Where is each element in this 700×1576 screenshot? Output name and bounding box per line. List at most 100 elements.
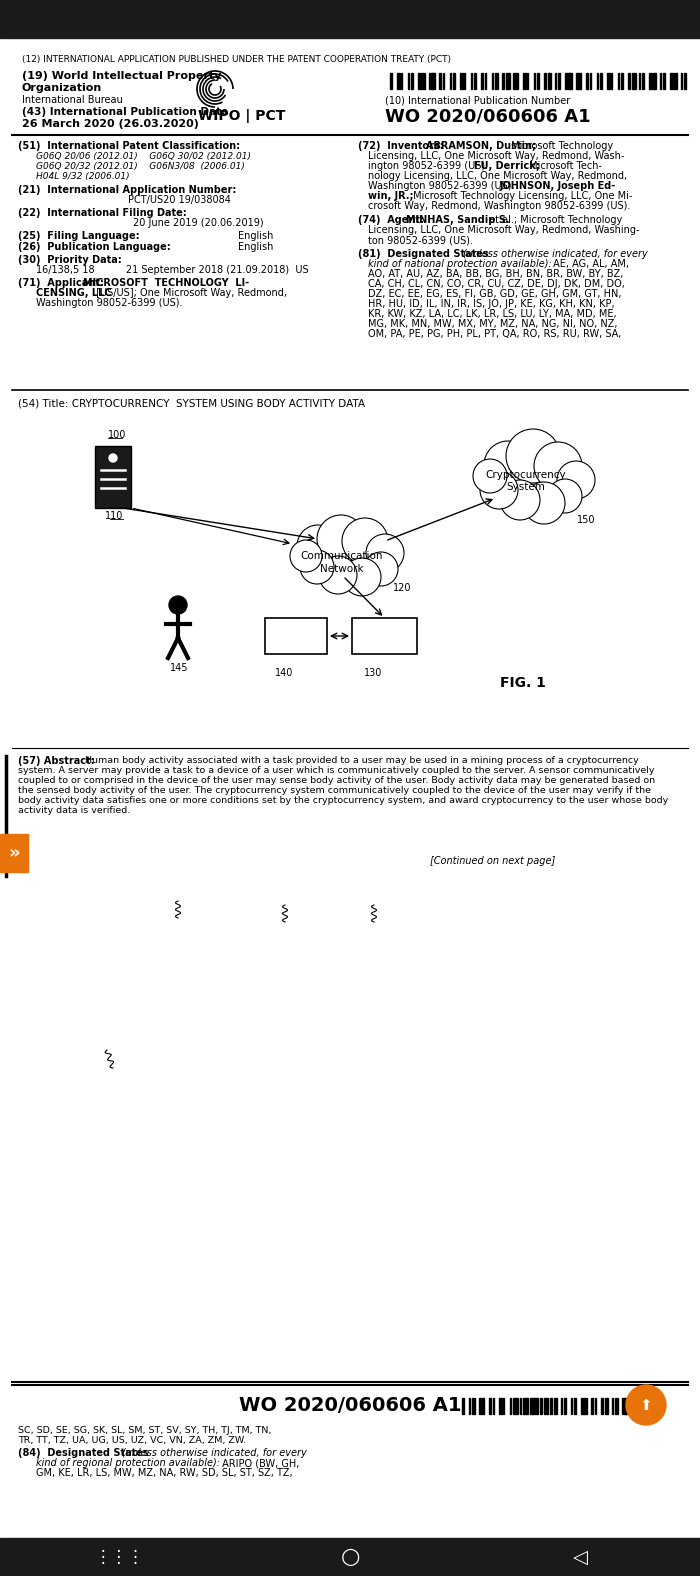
Text: 110: 110	[105, 511, 123, 522]
Text: (unless otherwise indicated, for every: (unless otherwise indicated, for every	[463, 249, 648, 258]
Bar	[621, 72, 622, 88]
Text: AO, AT, AU, AZ, BA, BB, BG, BH, BN, BR, BW, BY, BZ,: AO, AT, AU, AZ, BA, BB, BG, BH, BN, BR, …	[368, 269, 624, 279]
Circle shape	[300, 550, 334, 585]
Bar	[596, 72, 598, 88]
Bar	[439, 72, 440, 88]
Text: (22)  International Filing Date:: (22) International Filing Date:	[18, 208, 187, 217]
Circle shape	[557, 462, 595, 500]
Bar	[642, 72, 643, 88]
Circle shape	[480, 471, 518, 509]
Bar	[554, 1398, 556, 1414]
Bar	[579, 72, 580, 88]
Circle shape	[319, 556, 357, 594]
Bar	[558, 72, 559, 88]
Bar	[600, 72, 601, 88]
Bar	[460, 72, 463, 88]
Bar	[0, 1538, 700, 1576]
Text: (10) International Publication Number: (10) International Publication Number	[385, 95, 570, 106]
Bar	[601, 1398, 603, 1414]
Text: JOHNSON, Joseph Ed-: JOHNSON, Joseph Ed-	[500, 181, 616, 191]
Bar	[544, 72, 545, 88]
Circle shape	[523, 482, 565, 523]
Text: English: English	[238, 232, 274, 241]
Bar	[645, 1398, 647, 1414]
Bar	[550, 1398, 552, 1414]
Text: English: English	[238, 243, 274, 252]
Text: (19) World Intellectual Property: (19) World Intellectual Property	[22, 71, 221, 80]
Text: System: System	[507, 482, 545, 492]
Text: kind of national protection available):: kind of national protection available):	[368, 258, 552, 269]
Bar	[570, 1398, 573, 1414]
Bar	[411, 72, 412, 88]
Bar	[649, 72, 652, 88]
Text: [Continued on next page]: [Continued on next page]	[430, 856, 555, 865]
Bar	[617, 72, 619, 88]
Bar	[523, 1398, 528, 1414]
Text: 150: 150	[577, 515, 596, 525]
Text: Microsoft Technology: Microsoft Technology	[508, 140, 613, 151]
Bar	[463, 72, 465, 88]
Text: G06Q 20/32 (2012.01)    G06N3/08  (2006.01): G06Q 20/32 (2012.01) G06N3/08 (2006.01)	[36, 162, 245, 172]
Bar	[575, 72, 578, 88]
Bar	[479, 1398, 480, 1414]
Bar	[442, 72, 444, 88]
Text: (54) Title: CRYPTOCURRENCY  SYSTEM USING BODY ACTIVITY DATA: (54) Title: CRYPTOCURRENCY SYSTEM USING …	[18, 399, 365, 408]
Text: (43) International Publication Date: (43) International Publication Date	[22, 107, 228, 117]
Text: User: User	[372, 626, 396, 637]
Text: Licensing, LLC, One Microsoft Way, Redmond, Wash-: Licensing, LLC, One Microsoft Way, Redmo…	[368, 151, 624, 161]
Text: G06Q 20/06 (2012.01)    G06Q 30/02 (2012.01): G06Q 20/06 (2012.01) G06Q 30/02 (2012.01…	[36, 151, 251, 161]
Bar	[453, 72, 454, 88]
Circle shape	[317, 515, 365, 563]
Text: Washington 98052-6399 (US).: Washington 98052-6399 (US).	[368, 181, 517, 191]
Bar	[474, 72, 475, 88]
Circle shape	[342, 519, 388, 564]
Text: 145: 145	[170, 663, 188, 673]
Circle shape	[484, 441, 532, 489]
Circle shape	[473, 459, 507, 493]
Text: DZ, EC, EE, EG, ES, FI, GB, GD, GE, GH, GM, GT, HN,: DZ, EC, EE, EG, ES, FI, GB, GD, GE, GH, …	[368, 288, 622, 299]
Text: WO 2020/060606 A1: WO 2020/060606 A1	[385, 107, 591, 125]
Text: TR, TT, TZ, UA, UG, US, UZ, VC, VN, ZA, ZM, ZW.: TR, TT, TZ, UA, UG, US, UZ, VC, VN, ZA, …	[18, 1436, 246, 1445]
Bar	[418, 72, 421, 88]
Bar	[499, 1398, 503, 1414]
Bar	[673, 72, 676, 88]
Text: (30)  Priority Data:: (30) Priority Data:	[18, 255, 122, 265]
Text: 00:17: 00:17	[18, 9, 71, 28]
Text: Washington 98052-6399 (US).: Washington 98052-6399 (US).	[36, 298, 183, 307]
Bar	[584, 1398, 587, 1414]
Bar	[512, 72, 515, 88]
Bar	[482, 1398, 484, 1414]
Text: Cryptocurrency: Cryptocurrency	[486, 470, 566, 481]
Text: 16/138,5 18          21 September 2018 (21.09.2018)  US: 16/138,5 18 21 September 2018 (21.09.201…	[36, 265, 309, 274]
Bar	[533, 1398, 538, 1414]
Text: ⋮⋮⋮: ⋮⋮⋮	[95, 1548, 145, 1567]
Text: et al.; Microsoft Technology: et al.; Microsoft Technology	[486, 214, 622, 225]
Text: WO 2020/060606 A1: WO 2020/060606 A1	[239, 1396, 461, 1415]
Text: 100: 100	[108, 430, 127, 440]
Text: Licensing, LLC, One Microsoft Way, Redmond, Washing-: Licensing, LLC, One Microsoft Way, Redmo…	[368, 225, 640, 235]
Bar	[537, 72, 538, 88]
Bar	[554, 72, 556, 88]
Text: 14%: 14%	[654, 13, 685, 25]
Text: ABRAMSON, Dustin;: ABRAMSON, Dustin;	[426, 140, 536, 151]
Bar	[493, 1398, 494, 1414]
Text: Device: Device	[367, 637, 402, 646]
Bar	[659, 72, 661, 88]
Bar	[561, 1398, 562, 1414]
Bar	[594, 1398, 596, 1414]
Bar	[491, 72, 493, 88]
Text: crosoft Way, Redmond, Washington 98052-6399 (US).: crosoft Way, Redmond, Washington 98052-6…	[368, 202, 631, 211]
Bar	[352, 618, 417, 654]
Bar	[481, 72, 482, 88]
Bar	[592, 1398, 593, 1414]
Text: GM, KE, LR, LS, MW, MZ, NA, RW, SD, SL, ST, SZ, TZ,: GM, KE, LR, LS, MW, MZ, NA, RW, SD, SL, …	[36, 1467, 293, 1478]
Text: (unless otherwise indicated, for every: (unless otherwise indicated, for every	[122, 1448, 307, 1458]
Text: WIPO | PCT: WIPO | PCT	[198, 109, 286, 123]
Bar	[520, 1398, 522, 1414]
Text: ⬆: ⬆	[640, 1398, 652, 1412]
Text: OM, PA, PE, PG, PH, PL, PT, QA, RO, RS, RU, RW, SA,: OM, PA, PE, PG, PH, PL, PT, QA, RO, RS, …	[368, 329, 622, 339]
Text: 140: 140	[275, 668, 293, 678]
Text: »: »	[8, 845, 20, 862]
Bar	[631, 72, 636, 88]
Bar	[615, 1398, 618, 1414]
